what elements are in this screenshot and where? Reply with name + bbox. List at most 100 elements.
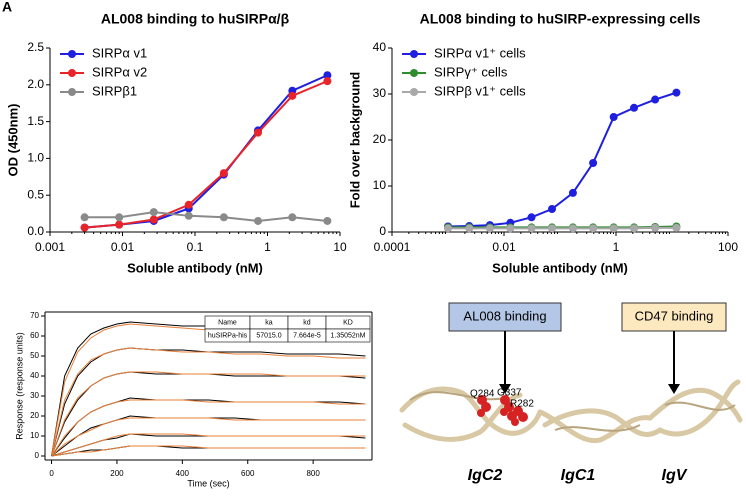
table-cell — [325, 328, 371, 343]
y-tick-label: 0.5 — [27, 187, 44, 201]
y-tick-label: 1.5 — [27, 114, 44, 128]
series-line — [51, 347, 366, 457]
point — [609, 224, 618, 233]
domain-label: IgV — [662, 467, 688, 484]
x-tick-label: 1 — [613, 240, 620, 254]
series-line — [51, 397, 366, 457]
point — [254, 216, 263, 225]
y-tick-label: 10 — [373, 178, 387, 192]
y-tick-label: 2.0 — [27, 77, 44, 91]
point — [527, 224, 536, 233]
point — [630, 224, 639, 233]
point — [149, 208, 158, 217]
legend-marker — [68, 69, 76, 77]
series-line — [51, 347, 366, 457]
callout: AL008 binding — [463, 308, 546, 323]
point — [568, 188, 577, 197]
x-tick-label: 400 — [176, 469, 190, 478]
series-line — [51, 417, 366, 457]
y-axis-label: Response (response units) — [14, 332, 24, 440]
x-tick-label: 600 — [241, 469, 255, 478]
point — [506, 224, 515, 233]
y-tick-label: 40 — [30, 371, 39, 380]
y-axis-label: Fold over background — [347, 72, 362, 209]
y-tick-label: 20 — [373, 132, 387, 146]
y-tick-label: 60 — [30, 331, 39, 340]
legend-label: SIRPβ v1⁺ cells — [434, 83, 526, 98]
series-line — [51, 445, 366, 457]
residue-spheres — [477, 395, 528, 426]
point — [80, 223, 89, 232]
y-tick-label: 30 — [373, 86, 387, 100]
point — [589, 159, 598, 167]
y-tick-label: 0 — [35, 451, 40, 460]
domain-label: IgC2 — [468, 467, 503, 484]
y-tick-label: 40 — [373, 40, 387, 54]
point — [630, 103, 639, 112]
x-axis-label: Soluble antibody (nM) — [127, 260, 263, 275]
point — [254, 128, 263, 137]
point — [184, 211, 193, 220]
point — [80, 213, 89, 222]
point — [184, 200, 193, 209]
series-line — [84, 211, 328, 222]
point — [444, 224, 452, 233]
legend-label: SIRPβ1 — [92, 83, 137, 98]
x-axis-label: Time (sec) — [187, 478, 229, 488]
x-tick-label: 1 — [264, 240, 271, 254]
table-text: 7.664e-5 — [293, 332, 321, 339]
legend-label: SIRPγ⁺ cells — [434, 64, 508, 79]
y-tick-label: 50 — [30, 351, 39, 360]
x-tick-label: 0.001 — [35, 240, 65, 254]
point — [149, 215, 158, 224]
protein-structure — [399, 379, 743, 444]
point — [672, 88, 681, 97]
legend-marker — [410, 50, 418, 58]
arrow-head — [668, 384, 680, 394]
x-axis-label: Soluble antibody (nM) — [492, 260, 628, 275]
x-tick-label: 10 — [333, 240, 347, 254]
legend-label: SIRPα v2 — [92, 64, 147, 79]
y-tick-label: 20 — [30, 411, 39, 420]
series-line — [84, 80, 328, 229]
arrow-head — [499, 384, 511, 394]
point — [219, 213, 228, 222]
series-line — [51, 433, 366, 457]
x-tick-label: 0.01 — [492, 240, 516, 254]
x-tick-label: 800 — [306, 469, 320, 478]
panel-label: A — [2, 0, 12, 15]
x-tick-label: 0 — [49, 469, 54, 478]
callout: CD47 binding — [635, 308, 714, 323]
callout-box — [621, 302, 727, 332]
domain-label: IgC1 — [561, 467, 596, 484]
legend-marker — [410, 69, 418, 77]
point — [288, 213, 297, 222]
table-text: 1.35052nM — [330, 332, 365, 339]
table-text: Name — [218, 319, 237, 326]
table-text: ka — [265, 319, 273, 326]
chart-title: AL008 binding to huSIRP-expressing cells — [420, 11, 701, 27]
y-tick-label: 30 — [30, 391, 39, 400]
y-tick-label: 2.5 — [27, 40, 44, 54]
residue-label: R282 — [510, 399, 534, 410]
legend-label: SIRPα v1 — [92, 45, 147, 60]
y-tick-label: 1.0 — [27, 151, 44, 165]
point — [323, 71, 332, 80]
table-text: kd — [303, 319, 311, 326]
series-line — [51, 371, 366, 457]
x-tick-label: 0.1 — [187, 240, 204, 254]
series-line — [51, 399, 366, 457]
legend-marker — [68, 88, 76, 96]
point — [651, 223, 660, 232]
point — [548, 205, 557, 213]
y-tick-label: 70 — [30, 311, 39, 320]
legend-label: SIRPα v1⁺ cells — [434, 45, 526, 60]
point — [465, 224, 474, 233]
y-axis-label: OD (450nm) — [5, 104, 20, 177]
y-tick-label: 0 — [379, 224, 386, 238]
y-tick-label: 10 — [30, 431, 39, 440]
point — [548, 224, 557, 233]
point — [485, 224, 494, 233]
point — [219, 169, 228, 178]
